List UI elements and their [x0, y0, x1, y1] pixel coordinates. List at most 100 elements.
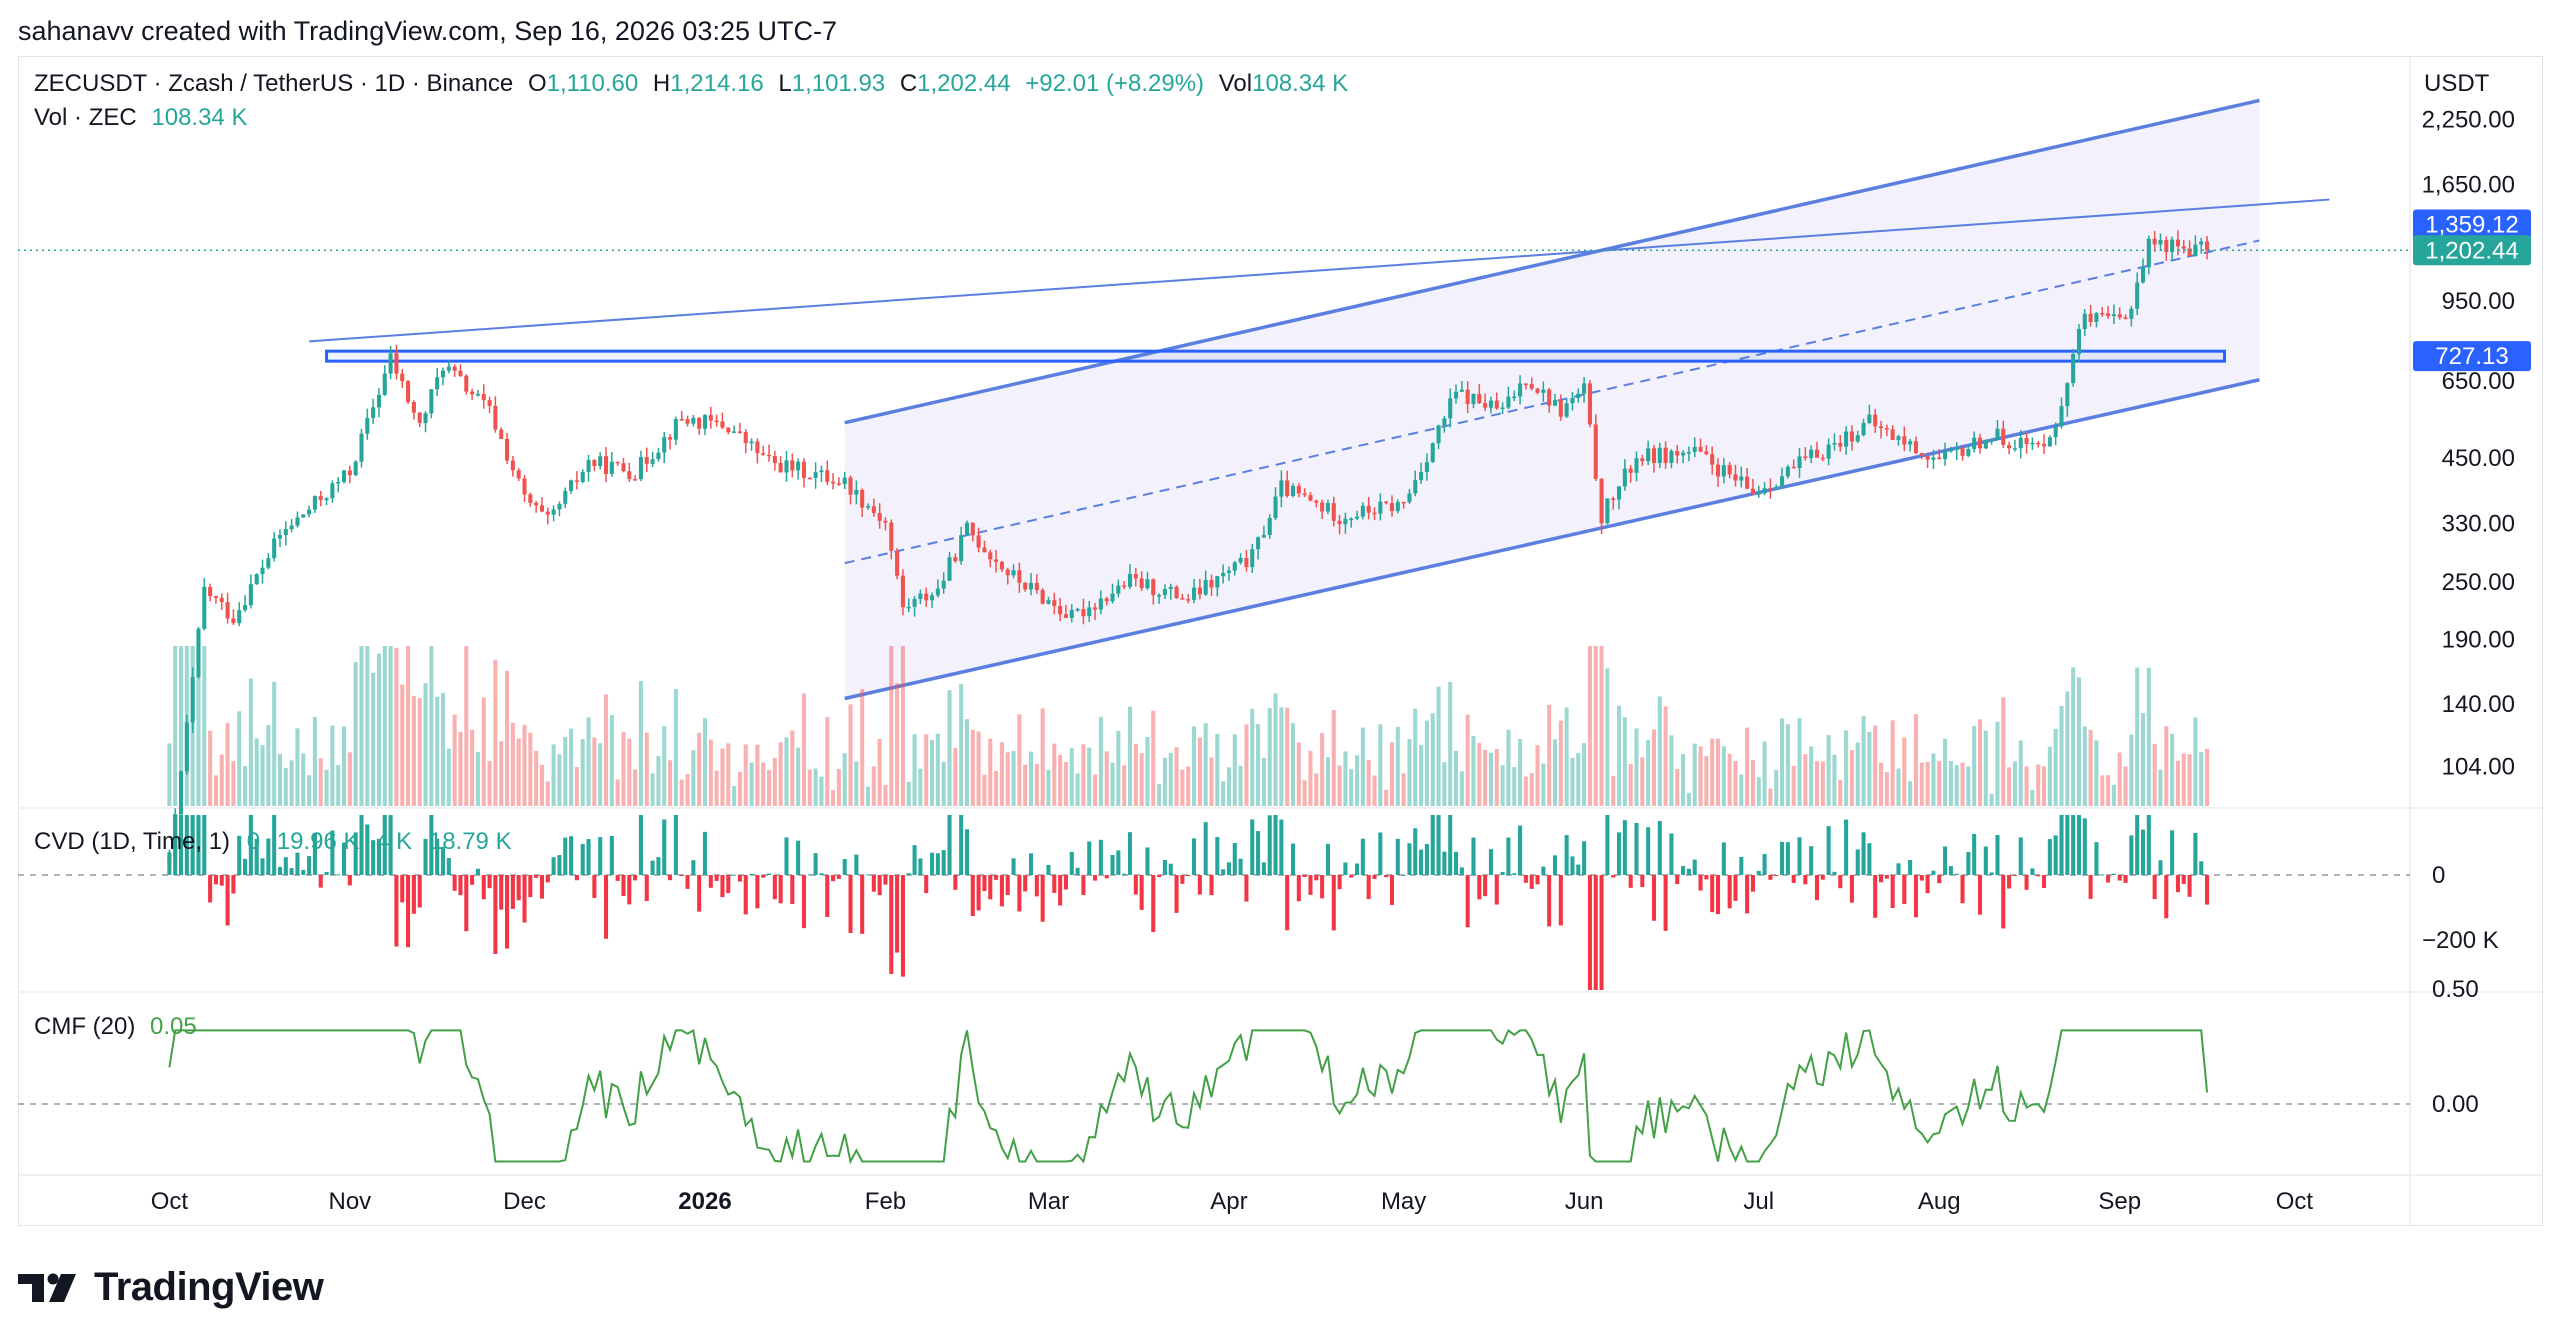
candle-body — [679, 419, 684, 421]
candle — [586, 454, 591, 482]
candle-body — [1844, 431, 1849, 447]
volume-bar — [1704, 755, 1709, 806]
cvd-bar — [1424, 843, 1429, 875]
candle — [2076, 324, 2082, 363]
cvd-bar — [394, 875, 399, 947]
cvd-tick-label: 0 — [2432, 862, 2445, 889]
cvd-bar — [1413, 828, 1418, 875]
candle — [1395, 499, 1400, 514]
candle — [662, 432, 667, 464]
candle-body — [772, 455, 777, 463]
symbol-legend[interactable]: ZECUSDT · Zcash / TetherUS · 1D · Binanc… — [34, 70, 1356, 98]
candle — [376, 388, 381, 418]
candle — [1634, 451, 1639, 482]
time-tick-label: Jul — [1743, 1188, 1774, 1215]
cvd-bar — [1605, 815, 1610, 875]
candle — [743, 429, 748, 454]
candle — [1162, 584, 1167, 600]
volume-bar — [1331, 709, 1336, 806]
volume-bar — [1232, 734, 1237, 806]
cmf-legend[interactable]: CMF (20) 0.05 — [34, 1013, 197, 1041]
candle — [708, 406, 713, 429]
cvd-bar — [487, 875, 492, 889]
candle-body — [615, 461, 620, 464]
volume-bar — [301, 753, 306, 806]
cvd-bar — [831, 875, 836, 882]
volume-bar — [219, 754, 224, 806]
candle-body — [1558, 400, 1563, 417]
volume-bar — [318, 758, 323, 806]
high-label: H — [652, 70, 671, 97]
candle — [1704, 444, 1709, 456]
cvd-bar — [2082, 818, 2087, 875]
candle — [1127, 563, 1133, 590]
cvd-bar — [702, 831, 708, 875]
candle-body — [1256, 537, 1261, 550]
cvd-bar — [1675, 875, 1680, 885]
candle-body — [1221, 572, 1226, 577]
candle — [1983, 439, 1988, 450]
cvd-legend[interactable]: CVD (1D, Time, 1) 0 19.96 K 4 K 18.79 K — [34, 828, 512, 856]
candle — [1232, 560, 1237, 576]
cvd-bar — [1698, 875, 1703, 891]
cvd-bar — [254, 838, 259, 875]
candle-body — [1838, 442, 1843, 447]
volume-bar — [1733, 761, 1738, 806]
volume-bar — [1436, 686, 1441, 806]
volume-bar — [650, 773, 655, 806]
currency-button[interactable]: USDT — [2424, 70, 2490, 97]
candle — [1925, 452, 1930, 469]
volume-bar — [1459, 771, 1464, 806]
volume-bar — [1401, 773, 1406, 806]
long-trendline[interactable] — [309, 198, 2330, 343]
cvd-bar — [650, 860, 655, 875]
cvd-bar — [1098, 839, 1103, 875]
cvd-bar — [2053, 835, 2058, 875]
author-caption: sahanavv created with TradingView.com, S… — [18, 16, 837, 46]
volume-bar — [1587, 646, 1592, 806]
volume-bar — [982, 774, 987, 806]
channel-lower-line[interactable] — [844, 378, 2260, 701]
cvd-bar — [1896, 863, 1901, 875]
volume-bar — [167, 743, 172, 806]
volume-bar — [865, 786, 871, 806]
candle — [324, 497, 329, 506]
candle-body — [237, 610, 242, 624]
symbol-title[interactable]: ZECUSDT · Zcash / TetherUS · 1D · Binanc… — [34, 70, 514, 97]
candle-body — [312, 496, 317, 510]
cvd-bar — [1477, 875, 1482, 900]
candle — [2053, 422, 2058, 446]
channel-median-line[interactable] — [844, 239, 2260, 565]
cvd-bar — [1448, 815, 1453, 875]
candle — [2199, 237, 2204, 254]
volume-legend-value: 108.34 K — [151, 104, 248, 131]
candle-body — [2158, 240, 2163, 245]
volume-bar — [1628, 764, 1633, 806]
candle — [1867, 404, 1872, 425]
candle — [1902, 426, 1907, 452]
cvd-bar — [1075, 867, 1080, 875]
candle — [1576, 388, 1581, 403]
cvd-bar — [213, 875, 218, 885]
candle — [1809, 445, 1814, 464]
candle-body — [1250, 549, 1255, 568]
cvd-bar — [324, 871, 329, 875]
candle-body — [644, 457, 649, 464]
cvd-bar — [1145, 847, 1150, 875]
tradingview-logo[interactable]: TradingView — [18, 1262, 324, 1312]
candle — [1360, 502, 1365, 520]
cvd-bar — [1902, 875, 1907, 905]
candle — [1331, 496, 1336, 527]
volume-bar — [534, 750, 539, 806]
candle-body — [668, 437, 673, 440]
cvd-bar — [1180, 875, 1185, 884]
volume-bar — [1419, 744, 1424, 806]
channel-upper-line[interactable] — [844, 98, 2260, 425]
volume-legend[interactable]: Vol · ZEC 108.34 K — [34, 104, 247, 132]
candle-body — [2135, 282, 2140, 309]
cvd-bar — [173, 815, 178, 875]
horizontal-zone[interactable] — [325, 349, 2227, 363]
volume-bar — [784, 737, 789, 806]
cvd-bar — [1360, 838, 1365, 875]
